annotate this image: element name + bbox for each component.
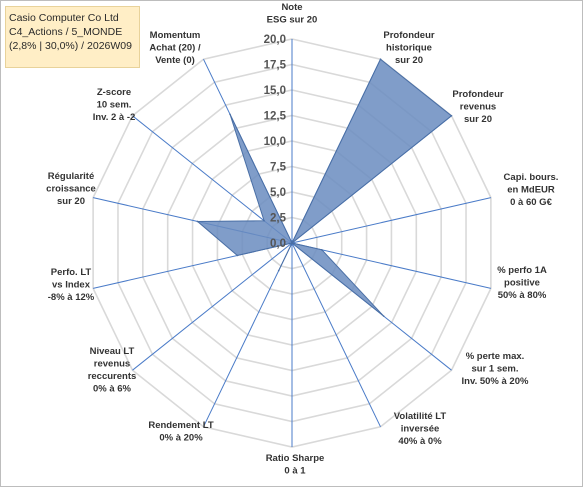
data-point: [450, 115, 453, 117]
category-label: Profondeur historique sur 20: [383, 30, 434, 66]
category-label: Capi. bours. en MdEUR 0 à 60 G€: [504, 172, 559, 208]
data-point: [277, 269, 280, 272]
data-point: [229, 113, 231, 116]
tick-label: 12,5: [264, 111, 287, 123]
chart-title-box: Casio Computer Co Ltd C4_Actions / 5_MON…: [5, 6, 140, 68]
category-label: % perfo 1A positive 50% à 80%: [497, 265, 547, 301]
data-point: [236, 254, 239, 257]
tick-label: 20,0: [264, 34, 286, 46]
category-label: Momentum Achat (20) / Vente (0): [149, 30, 201, 66]
tick-label: 5,0: [270, 187, 286, 199]
data-series-area: [196, 58, 453, 317]
data-point: [382, 315, 385, 317]
tick-label: 17,5: [264, 60, 287, 72]
axis-spoke: [291, 242, 381, 428]
data-point: [263, 219, 265, 222]
category-label: Volatilité LT inversée 40% à 0%: [394, 411, 447, 447]
category-label: Note ESG sur 20: [267, 2, 318, 26]
category-label: Niveau LT revenus reccurents 0% à 6%: [88, 346, 137, 395]
axis-spoke: [291, 242, 491, 289]
category-label: Régularité croissance sur 20: [46, 171, 96, 207]
axis-spoke: [203, 242, 293, 428]
data-point: [379, 58, 382, 61]
company-name: Casio Computer Co Ltd: [9, 12, 119, 24]
category-label: Perfo. LT vs Index -8% à 12%: [48, 267, 95, 303]
tick-label: 0,0: [270, 238, 286, 250]
tick-label: 7,5: [270, 162, 287, 174]
data-point: [196, 220, 199, 223]
portfolio-name: C4_Actions / 5_MONDE: [9, 26, 123, 38]
category-label: % perte max. sur 1 sem. Inv. 50% à 20%: [462, 351, 529, 387]
category-label: Z-score 10 sem. Inv. 2 à -2: [93, 87, 136, 123]
axis-spoke: [132, 242, 293, 371]
data-point: [321, 249, 323, 251]
axis-spoke: [291, 197, 491, 244]
tick-label: 10,0: [264, 136, 286, 148]
data-point: [291, 242, 293, 244]
category-label: Ratio Sharpe 0 à 1: [266, 453, 325, 477]
tick-label: 15,0: [264, 85, 286, 97]
category-label: Profondeur revenus sur 20: [452, 89, 503, 125]
tick-label: 2,5: [270, 213, 287, 225]
category-label: Rendement LT 0% à 20%: [148, 420, 213, 444]
portfolio-stats: (2,8% | 30,0%) / 2026W09: [9, 40, 132, 52]
